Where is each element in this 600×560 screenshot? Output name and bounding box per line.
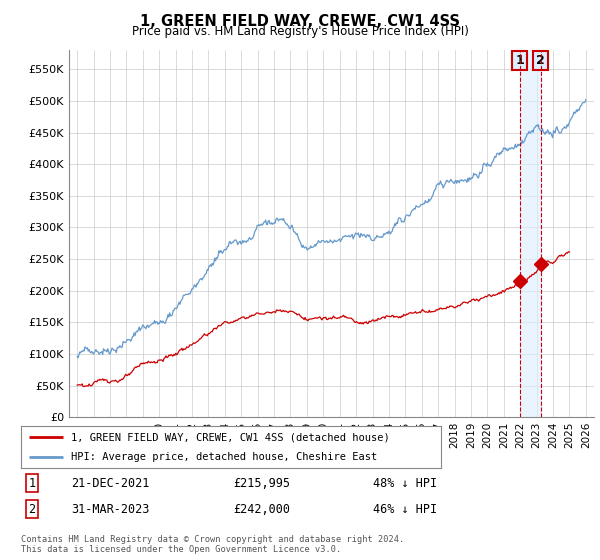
Text: 31-MAR-2023: 31-MAR-2023 (71, 503, 149, 516)
Text: Contains HM Land Registry data © Crown copyright and database right 2024.
This d: Contains HM Land Registry data © Crown c… (21, 535, 404, 554)
Text: 2: 2 (536, 54, 545, 67)
Text: 21-DEC-2021: 21-DEC-2021 (71, 477, 149, 490)
Text: 2: 2 (29, 503, 36, 516)
Text: 1, GREEN FIELD WAY, CREWE, CW1 4SS: 1, GREEN FIELD WAY, CREWE, CW1 4SS (140, 14, 460, 29)
Bar (520, 50, 541, 417)
Text: 1: 1 (29, 477, 36, 490)
Text: £215,995: £215,995 (233, 477, 290, 490)
Text: HPI: Average price, detached house, Cheshire East: HPI: Average price, detached house, Ches… (71, 452, 377, 462)
Text: Price paid vs. HM Land Registry's House Price Index (HPI): Price paid vs. HM Land Registry's House … (131, 25, 469, 38)
Text: 1, GREEN FIELD WAY, CREWE, CW1 4SS (detached house): 1, GREEN FIELD WAY, CREWE, CW1 4SS (deta… (71, 432, 390, 442)
Text: 46% ↓ HPI: 46% ↓ HPI (373, 503, 437, 516)
Text: 48% ↓ HPI: 48% ↓ HPI (373, 477, 437, 490)
Text: 1: 1 (515, 54, 524, 67)
Text: £242,000: £242,000 (233, 503, 290, 516)
